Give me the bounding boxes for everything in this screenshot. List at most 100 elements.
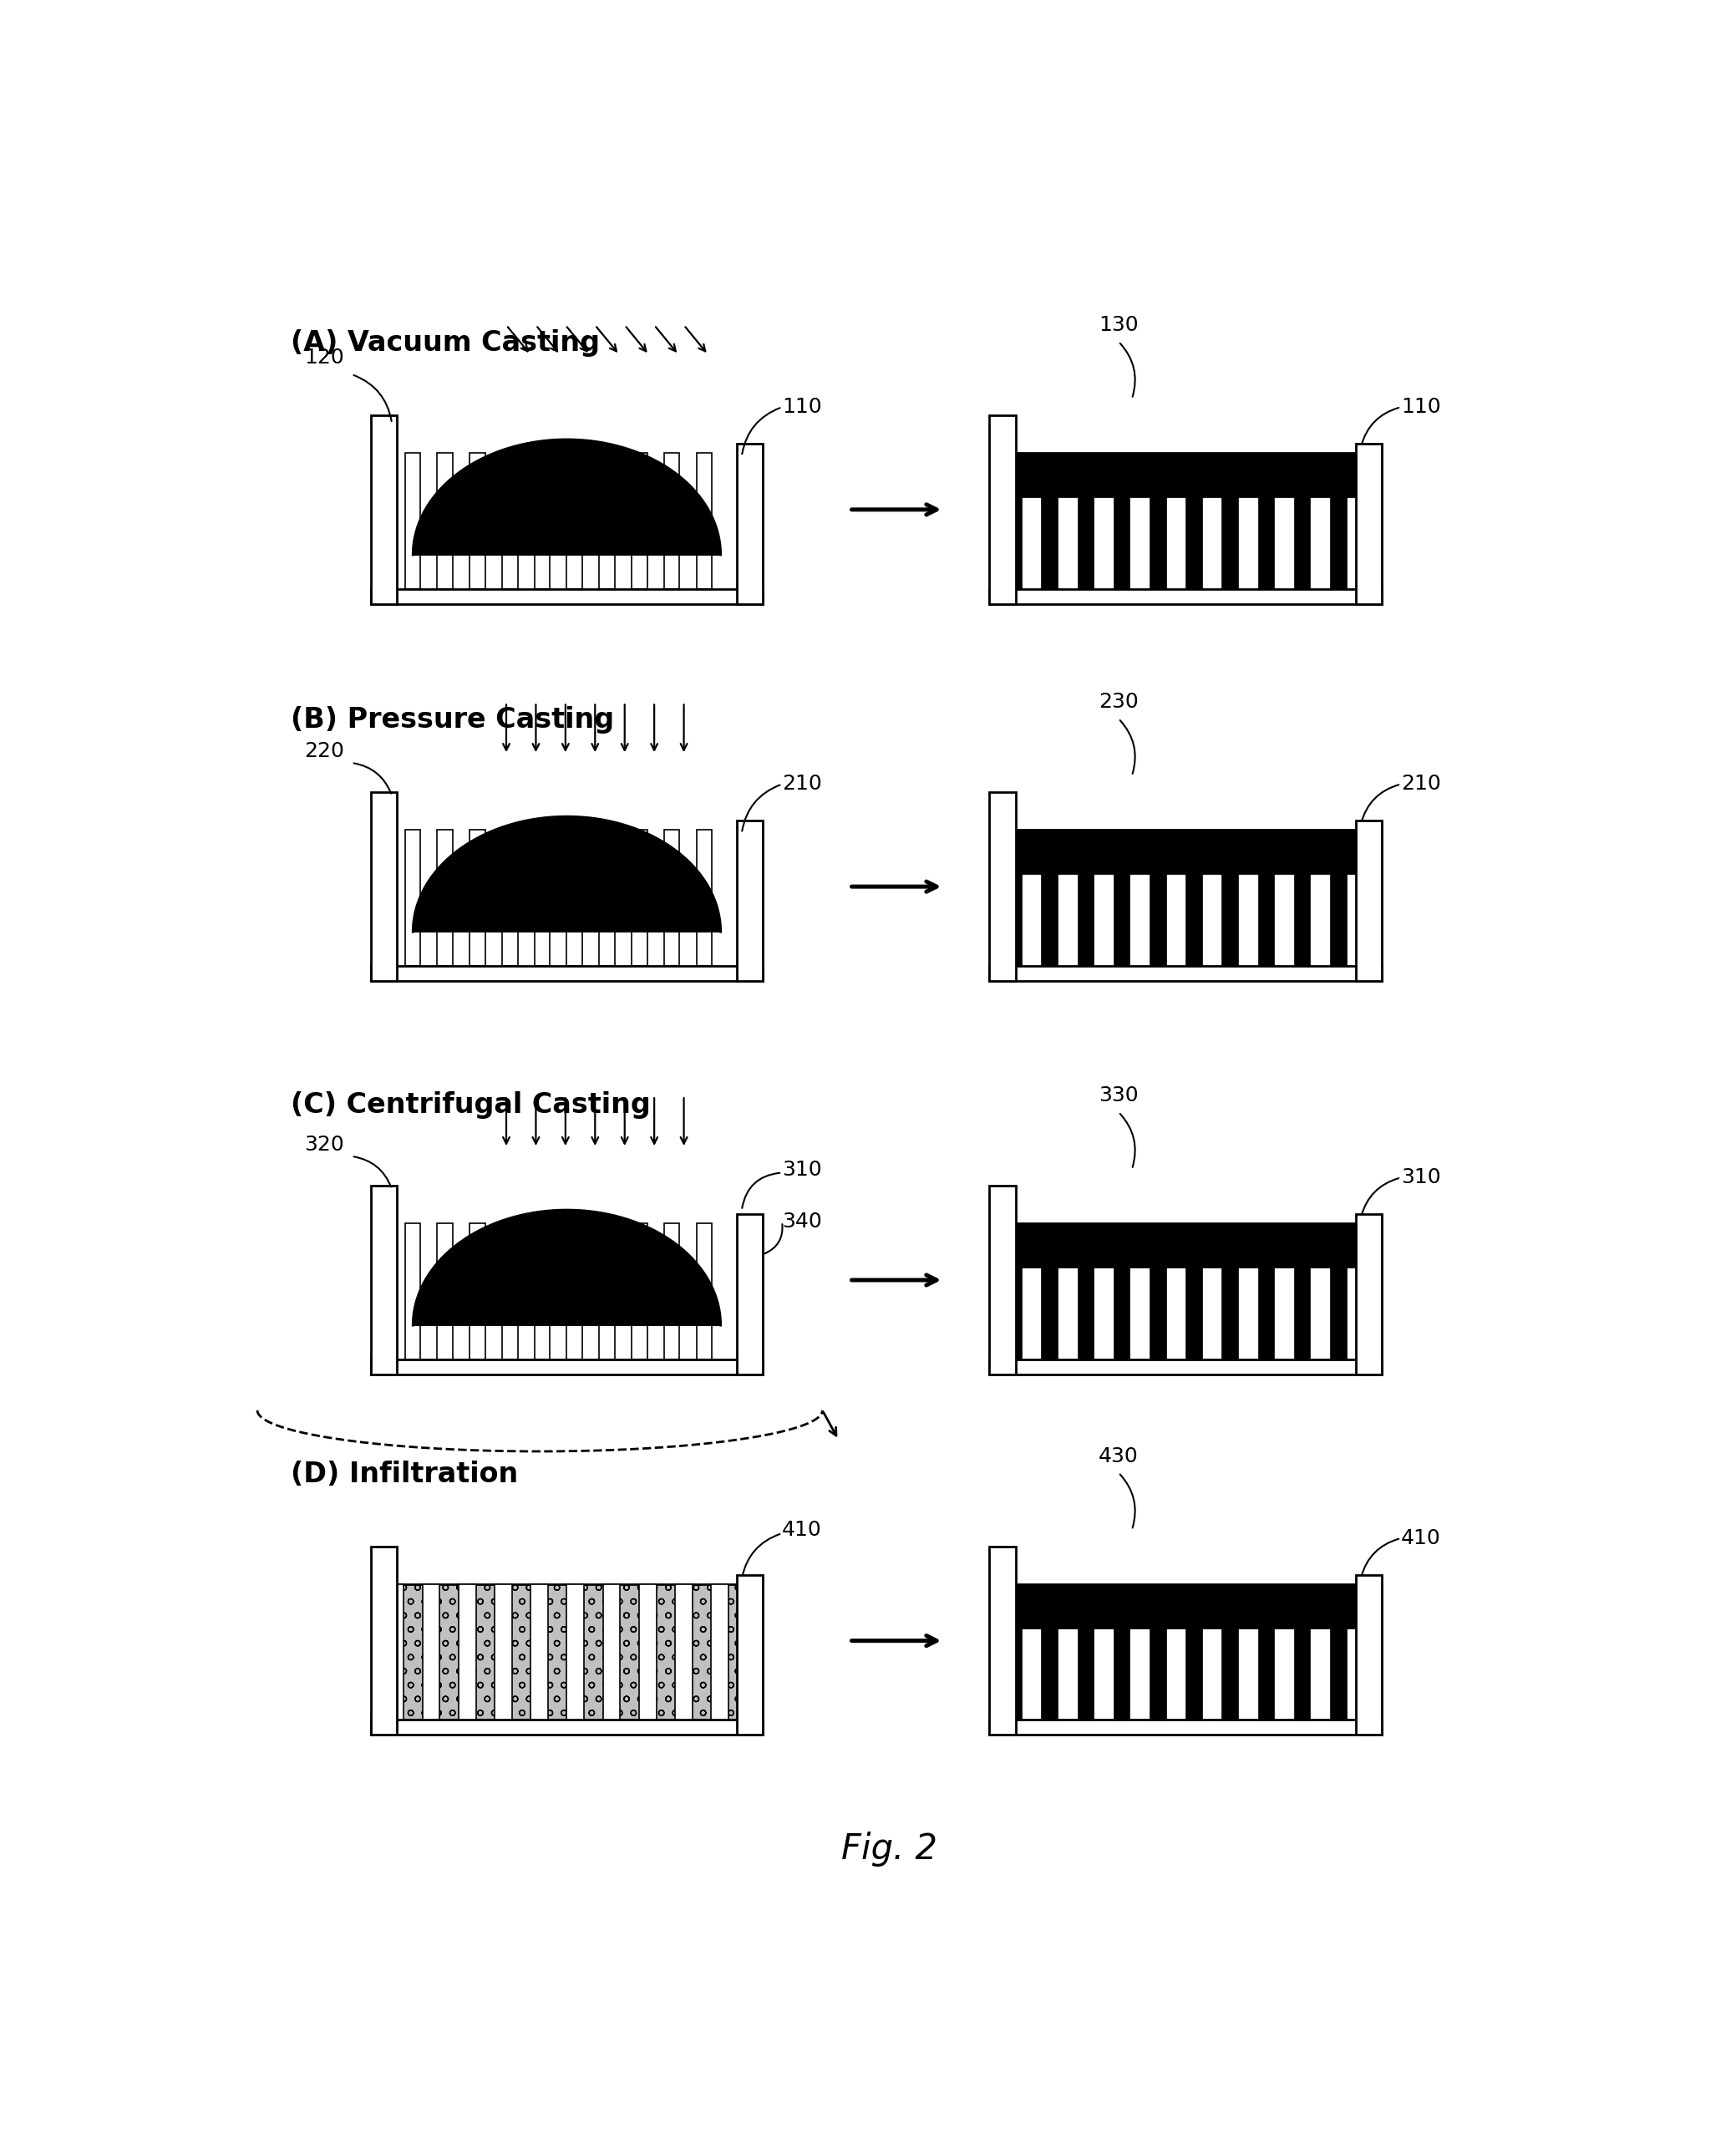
Bar [1356, 820, 1382, 981]
Bar [1186, 873, 1201, 967]
Bar [1113, 496, 1130, 590]
Text: 310: 310 [783, 1160, 821, 1179]
Bar [602, 1584, 620, 1720]
Bar [1149, 873, 1167, 967]
Bar [437, 830, 453, 967]
Bar [458, 1584, 476, 1720]
Bar [1356, 1214, 1382, 1375]
Bar [990, 1546, 1016, 1735]
Bar [535, 453, 550, 590]
Bar [502, 830, 517, 967]
Bar [1005, 1267, 1021, 1358]
Bar [502, 1224, 517, 1358]
Text: (D) Infiltration: (D) Infiltration [292, 1460, 519, 1488]
Bar [990, 1720, 1382, 1735]
Bar [1222, 1627, 1238, 1720]
Bar [1042, 1267, 1057, 1358]
Bar [1005, 453, 1366, 496]
Bar [1330, 496, 1347, 590]
Text: 120: 120 [304, 347, 344, 368]
Bar [599, 453, 615, 590]
Bar [1042, 496, 1057, 590]
Bar [470, 453, 484, 590]
Bar [696, 453, 712, 590]
Bar [990, 967, 1382, 981]
Bar [1222, 496, 1238, 590]
Bar [370, 1358, 764, 1375]
Text: 320: 320 [304, 1135, 344, 1154]
Bar [568, 1224, 582, 1358]
Bar [1330, 1267, 1347, 1358]
Bar [675, 1584, 693, 1720]
Bar [696, 1224, 712, 1358]
Text: 210: 210 [1401, 775, 1441, 794]
Bar [712, 1584, 729, 1720]
Bar [437, 453, 453, 590]
Bar [387, 1584, 746, 1720]
Bar [1149, 1267, 1167, 1358]
Text: Fig. 2: Fig. 2 [842, 1831, 937, 1867]
Bar [1005, 1584, 1366, 1627]
Bar [1078, 1627, 1094, 1720]
Bar [736, 820, 764, 981]
Text: 410: 410 [783, 1520, 821, 1539]
Bar [1293, 1267, 1311, 1358]
Bar [535, 1224, 550, 1358]
Bar [1005, 496, 1021, 590]
Bar [1293, 873, 1311, 967]
Polygon shape [413, 1209, 720, 1326]
Bar [1149, 496, 1167, 590]
Text: (B) Pressure Casting: (B) Pressure Casting [292, 707, 615, 735]
Bar [990, 590, 1382, 605]
Text: 340: 340 [783, 1211, 821, 1233]
Bar [1222, 873, 1238, 967]
Text: 410: 410 [1401, 1529, 1441, 1548]
Bar [1113, 1267, 1130, 1358]
Bar [1293, 496, 1311, 590]
Bar [1042, 873, 1057, 967]
Bar [1259, 496, 1274, 590]
Text: 310: 310 [1401, 1167, 1441, 1188]
Bar [639, 1584, 656, 1720]
Bar [370, 590, 764, 605]
Bar [1113, 1627, 1130, 1720]
Bar [370, 1186, 398, 1375]
Bar [1078, 496, 1094, 590]
Bar [370, 1720, 764, 1735]
Bar [632, 1224, 648, 1358]
Bar [1113, 873, 1130, 967]
Bar [437, 1224, 453, 1358]
Bar [990, 415, 1016, 605]
Bar [1149, 1627, 1167, 1720]
Bar [1186, 1267, 1201, 1358]
Bar [531, 1584, 549, 1720]
Bar [696, 830, 712, 967]
Bar [1005, 1224, 1366, 1267]
Bar [663, 453, 679, 590]
Text: (A) Vacuum Casting: (A) Vacuum Casting [292, 330, 601, 358]
Text: (C) Centrifugal Casting: (C) Centrifugal Casting [292, 1092, 651, 1120]
Bar [1293, 1627, 1311, 1720]
Bar [470, 830, 484, 967]
Bar [470, 1224, 484, 1358]
Bar [495, 1584, 512, 1720]
Text: 210: 210 [783, 775, 821, 794]
Bar [1186, 496, 1201, 590]
Bar [387, 1584, 404, 1720]
Bar [1078, 873, 1094, 967]
Bar [990, 1358, 1382, 1375]
Bar [1356, 1575, 1382, 1735]
Bar [990, 1186, 1016, 1375]
Bar [599, 1224, 615, 1358]
Bar [1186, 1627, 1201, 1720]
Bar [502, 453, 517, 590]
Text: 130: 130 [1099, 315, 1139, 334]
Text: 110: 110 [783, 398, 821, 417]
Bar [632, 830, 648, 967]
Bar [1356, 443, 1382, 605]
Bar [535, 830, 550, 967]
Bar [370, 967, 764, 981]
Bar [370, 792, 398, 981]
Bar [1259, 873, 1274, 967]
Bar [1042, 1627, 1057, 1720]
